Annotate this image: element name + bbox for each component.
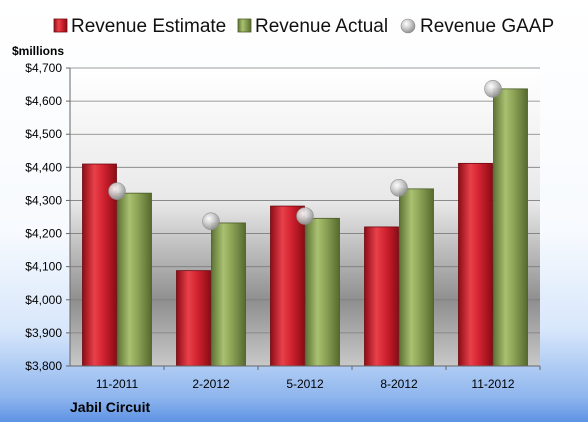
company-name: Jabil Circuit — [70, 399, 150, 415]
gaap-markers — [108, 80, 502, 231]
x-tick-label: 2-2012 — [192, 377, 230, 391]
marker-revenue-gaap — [108, 182, 126, 200]
x-tick-label: 11-2011 — [96, 377, 139, 391]
legend-swatch-revenue-actual — [237, 18, 252, 33]
marker-revenue-gaap — [296, 207, 314, 225]
legend: Revenue Estimate Revenue Actual Revenue … — [53, 16, 554, 37]
y-axis-ticks: $3,800 $3,900 $4,000 $4,100 $4,200 $4,300 $4,4… — [25, 61, 70, 373]
y-tick-label: $3,900 — [25, 326, 62, 340]
y-axis-unit-label: $millions — [12, 44, 64, 58]
marker-revenue-gaap — [484, 80, 502, 98]
y-tick-label: $3,800 — [25, 359, 62, 373]
bar-revenue-estimate — [176, 270, 211, 367]
bars — [82, 88, 528, 367]
legend-marker-revenue-gaap — [400, 18, 416, 34]
bar-revenue-actual — [305, 217, 340, 367]
legend-swatch-revenue-estimate — [53, 18, 68, 33]
bar-revenue-estimate — [364, 226, 399, 367]
y-tick-label: $4,400 — [25, 160, 62, 174]
bar-revenue-estimate — [270, 205, 305, 367]
legend-label-revenue-estimate: Revenue Estimate — [71, 16, 226, 37]
y-tick-label: $4,300 — [25, 193, 62, 207]
y-tick-label: $4,100 — [25, 260, 62, 274]
marker-revenue-gaap — [390, 179, 408, 197]
bar-revenue-actual — [493, 88, 528, 367]
y-tick-label: $4,500 — [25, 127, 62, 141]
bar-revenue-estimate — [458, 162, 493, 367]
x-tick-label: 8-2012 — [380, 377, 418, 391]
bar-revenue-actual — [399, 188, 434, 367]
bar-revenue-actual — [117, 192, 152, 367]
legend-label-revenue-actual: Revenue Actual — [255, 16, 388, 37]
marker-revenue-gaap — [202, 212, 220, 231]
bar-revenue-actual — [211, 222, 246, 367]
x-tick-label: 5-2012 — [286, 377, 324, 391]
legend-label-revenue-gaap: Revenue GAAP — [420, 16, 554, 37]
x-tick-label: 11-2012 — [471, 377, 514, 391]
y-tick-label: $4,600 — [25, 94, 62, 108]
x-axis-ticks: 11-2011 2-2012 5-2012 8-2012 11-2012 — [96, 366, 541, 391]
bar-revenue-estimate — [82, 163, 117, 367]
y-tick-label: $4,700 — [25, 61, 62, 75]
y-tick-label: $4,000 — [25, 293, 62, 307]
y-tick-label: $4,200 — [25, 227, 62, 241]
